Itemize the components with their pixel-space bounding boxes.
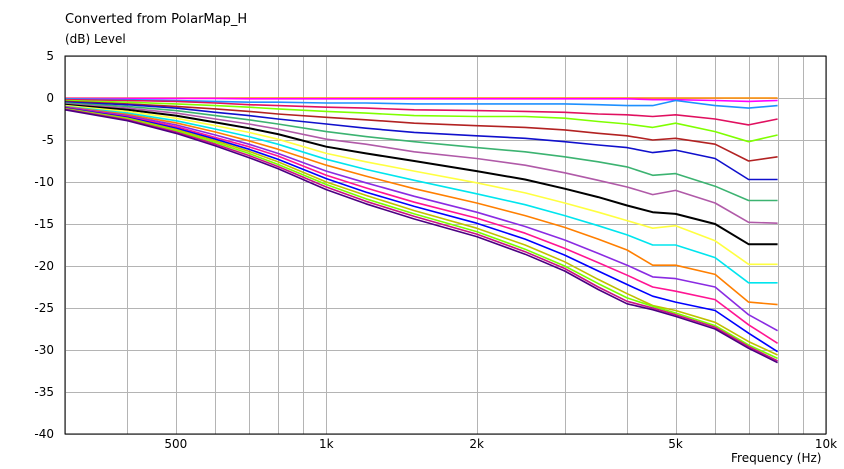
x-tick-label: 5k [668, 437, 683, 451]
series-line-14 [64, 106, 778, 332]
y-tick-label: -30 [34, 343, 54, 357]
series-line-5 [64, 99, 778, 143]
y-tick-label: -5 [42, 133, 54, 147]
y-tick-labels: 5 0 -5 -10 -15 -20 -25 -30 -35 -40 [34, 49, 54, 441]
y-tick-label: -25 [34, 301, 54, 315]
x-axis-label: Frequency (Hz) [731, 451, 822, 465]
x-tick-labels: 500 1k 2k 5k 10k [164, 437, 837, 451]
series-line-8 [64, 102, 778, 202]
series-line-16 [64, 107, 779, 353]
plot-frame [64, 55, 827, 435]
series-line-17 [64, 107, 778, 356]
series-line-7 [64, 101, 778, 181]
y-tick-label: -40 [34, 427, 54, 441]
series-line-11 [64, 104, 778, 266]
x-tick-label: 10k [815, 437, 837, 451]
y-axis-label: (dB) Level [65, 32, 126, 46]
series-line-9 [64, 103, 778, 224]
y-tick-label: -35 [34, 385, 54, 399]
x-tick-label: 500 [164, 437, 187, 451]
x-tick-label: 1k [319, 437, 334, 451]
x-tick-label: 2k [469, 437, 484, 451]
chart-title: Converted from PolarMap_H [65, 12, 248, 27]
y-tick-label: 0 [46, 91, 54, 105]
series-line-4 [64, 98, 778, 126]
y-tick-label: -15 [34, 217, 54, 231]
series-line-6 [64, 100, 778, 162]
series-line-13 [64, 106, 778, 306]
y-tick-label: 5 [46, 49, 54, 63]
series-line-18 [64, 108, 778, 360]
series-line-10 [64, 103, 778, 246]
y-tick-label: -10 [34, 175, 54, 189]
grid-lines [65, 56, 827, 435]
series-line-20 [64, 109, 778, 364]
series-line-15 [64, 106, 779, 344]
series-lines [64, 97, 779, 364]
series-line-19 [64, 108, 778, 362]
y-tick-label: -20 [34, 259, 54, 273]
series-line-2 [65, 97, 778, 103]
series-line-3 [64, 98, 778, 109]
series-line-12 [64, 105, 778, 284]
